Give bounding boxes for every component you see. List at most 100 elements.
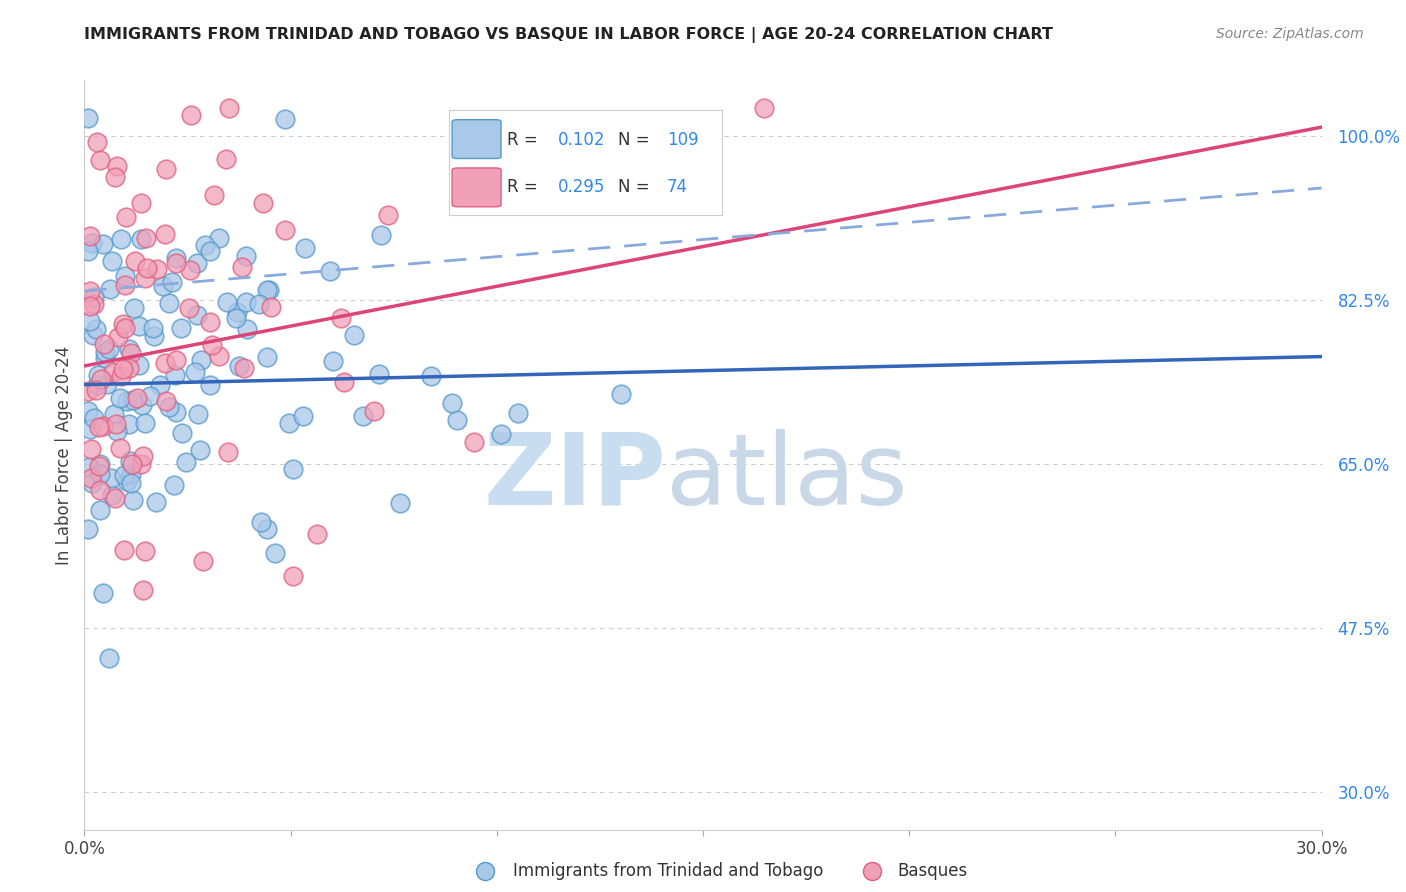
Point — [370, 228, 392, 243]
Point — [101, 487, 124, 501]
Text: ZIP: ZIP — [484, 429, 666, 526]
Point — [165, 368, 187, 382]
Point — [186, 308, 208, 322]
Point — [135, 230, 157, 244]
Point — [114, 321, 136, 335]
Point — [79, 228, 101, 243]
Point — [179, 301, 201, 315]
Point — [305, 527, 328, 541]
Point — [233, 361, 256, 376]
Point — [118, 360, 141, 375]
Point — [131, 398, 153, 412]
Point — [89, 153, 111, 167]
Point — [122, 393, 145, 408]
Point — [79, 313, 101, 327]
Point — [114, 269, 136, 284]
Point — [163, 478, 186, 492]
Point — [198, 378, 221, 392]
Point — [200, 315, 222, 329]
Point — [91, 236, 114, 251]
Point — [91, 585, 114, 599]
Point — [134, 271, 156, 285]
Point — [256, 283, 278, 297]
Point — [179, 263, 201, 277]
Point — [83, 410, 105, 425]
Point — [115, 210, 138, 224]
Point — [247, 297, 270, 311]
Point — [101, 365, 124, 379]
Point — [83, 290, 105, 304]
Point — [84, 322, 107, 336]
Point — [89, 502, 111, 516]
Point — [146, 261, 169, 276]
Point — [128, 359, 150, 373]
Point — [332, 376, 354, 390]
Point — [157, 401, 180, 415]
Point — [236, 322, 259, 336]
Point — [463, 434, 485, 449]
Point — [294, 242, 316, 256]
Point — [225, 305, 247, 319]
Point — [111, 317, 134, 331]
Point — [122, 493, 145, 508]
Point — [218, 102, 240, 116]
Point — [754, 102, 776, 116]
Point — [441, 396, 464, 410]
Point — [187, 407, 209, 421]
Point — [228, 359, 250, 373]
Point — [93, 336, 115, 351]
Point — [446, 413, 468, 427]
Point — [277, 417, 299, 431]
Point — [263, 546, 285, 560]
Point — [120, 346, 142, 360]
Point — [114, 278, 136, 293]
Point — [155, 162, 177, 177]
Point — [149, 377, 172, 392]
Point — [184, 365, 207, 379]
Point — [250, 515, 273, 529]
Point — [77, 404, 100, 418]
Point — [77, 111, 100, 125]
Point — [138, 389, 160, 403]
Point — [127, 392, 149, 406]
Point — [170, 321, 193, 335]
Point — [89, 457, 111, 471]
Point — [256, 350, 278, 364]
Point — [152, 279, 174, 293]
Point — [217, 445, 239, 459]
Point — [165, 256, 187, 270]
Point — [105, 424, 128, 438]
Point — [108, 391, 131, 405]
Point — [118, 342, 141, 356]
Text: Source: ZipAtlas.com: Source: ZipAtlas.com — [1216, 27, 1364, 41]
Point — [202, 188, 225, 202]
Point — [79, 284, 101, 298]
Point — [120, 454, 142, 468]
Point — [506, 406, 529, 420]
Point — [256, 522, 278, 536]
Point — [274, 112, 297, 126]
Point — [208, 349, 231, 363]
Point — [104, 417, 127, 431]
Point — [100, 471, 122, 485]
Point — [201, 338, 224, 352]
Point — [180, 108, 202, 122]
Point — [235, 249, 257, 263]
Point — [93, 418, 115, 433]
Point — [128, 319, 150, 334]
Point — [153, 356, 176, 370]
Point — [105, 159, 128, 173]
Point — [274, 223, 297, 237]
Point — [165, 352, 187, 367]
Point — [215, 153, 238, 167]
Point — [208, 231, 231, 245]
Point — [86, 135, 108, 149]
Point — [84, 383, 107, 397]
Point — [90, 372, 112, 386]
Point — [162, 275, 184, 289]
Point — [283, 462, 305, 476]
Point — [609, 386, 631, 401]
Point — [89, 459, 111, 474]
Point — [252, 195, 274, 210]
Point — [87, 419, 110, 434]
